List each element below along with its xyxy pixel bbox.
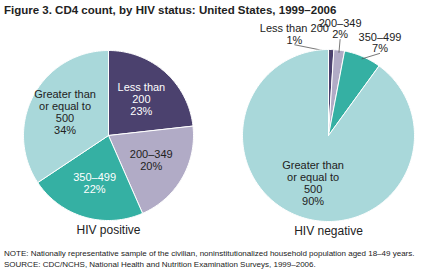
html-text:1%: 1%	[286, 33, 303, 46]
svg-text:Greater thanor equal to50090%: Greater thanor equal to50090%	[282, 159, 344, 207]
svg-text:350–4997%: 350–4997%	[359, 31, 402, 55]
html-text:NOTE: Nationally representativ: NOTE: Nationally representative sample o…	[4, 249, 415, 258]
html-text:Less than 200: Less than 200	[259, 22, 329, 35]
svg-text:Less than20023%: Less than20023%	[118, 81, 166, 117]
svg-text:350–49922%: 350–49922%	[73, 171, 116, 195]
html-text:Figure 3. CD4 count, by HIV st: Figure 3. CD4 count, by HIV status: Unit…	[4, 4, 337, 16]
svg-text:200–3492%: 200–3492%	[319, 17, 362, 41]
svg-text:Greater thanor equal to50034%: Greater thanor equal to50034%	[34, 88, 96, 136]
svg-text:HIV negative: HIV negative	[294, 224, 363, 238]
html-text:SOURCE: CDC/NCHS, National Hea: SOURCE: CDC/NCHS, National Health and Nu…	[4, 259, 316, 269]
svg-text:200–34920%: 200–34920%	[130, 148, 173, 172]
svg-text:HIV positive: HIV positive	[76, 223, 140, 237]
